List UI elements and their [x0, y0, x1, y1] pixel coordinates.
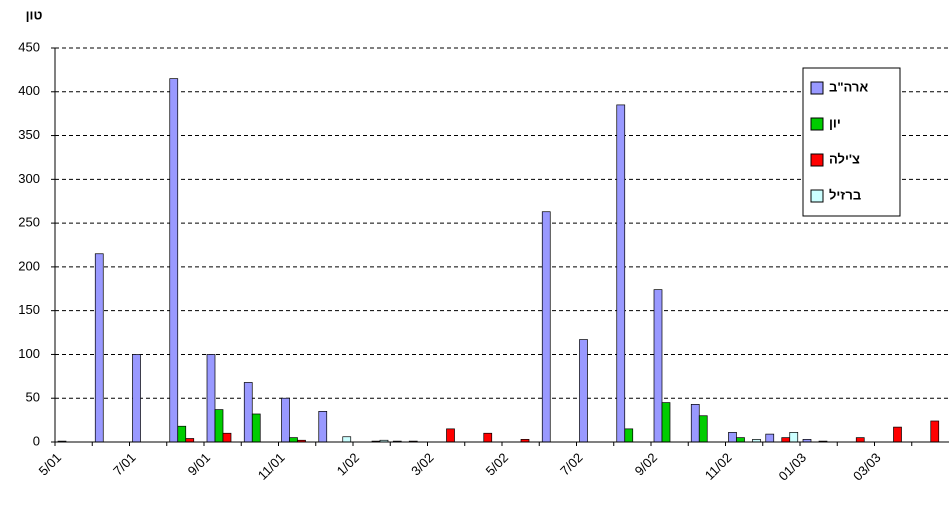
bar: [616, 104, 626, 443]
y-tick-label: 250: [18, 215, 40, 230]
legend-swatch: [810, 117, 824, 131]
legend-swatch: [810, 81, 824, 95]
y-tick-label: 200: [18, 258, 40, 273]
x-tick-label: 3/02: [408, 450, 437, 479]
bar: [541, 211, 551, 443]
bar: [251, 413, 261, 443]
bar: [169, 78, 179, 443]
legend-label: ארה"ב: [829, 79, 868, 94]
bar: [132, 354, 141, 443]
x-tick-label: 5/02: [483, 450, 512, 479]
bar: [855, 437, 865, 443]
bar: [483, 432, 493, 443]
bar: [930, 420, 940, 443]
bar: [728, 432, 737, 443]
legend-label: יון: [829, 115, 841, 130]
bar: [653, 289, 663, 443]
y-tick-label: 150: [18, 302, 40, 317]
bar: [214, 409, 224, 443]
bar: [289, 437, 298, 443]
y-tick-label: 300: [18, 171, 40, 186]
bar: [446, 428, 455, 443]
bar: [661, 402, 671, 443]
bar: [177, 425, 187, 443]
y-tick-label: 450: [18, 39, 40, 54]
bar: [698, 415, 708, 443]
legend-label: צ'ילה: [829, 151, 860, 166]
x-tick-label: 11/01: [255, 450, 288, 483]
bar: [281, 397, 290, 443]
y-tick-label: 350: [18, 127, 40, 142]
bar: [893, 426, 902, 443]
bar: [789, 432, 799, 443]
y-tick-label: 400: [18, 83, 40, 98]
y-tick-label: 0: [33, 433, 40, 448]
legend-swatch: [810, 189, 824, 203]
bar: [736, 437, 745, 443]
bar: [206, 354, 216, 443]
x-tick-label: 9/02: [632, 450, 661, 479]
x-tick-label: 11/02: [702, 450, 735, 483]
y-tick-label: 100: [18, 346, 40, 361]
y-axis-label: טון: [26, 7, 43, 22]
x-tick-label: 1/02: [334, 450, 363, 479]
bar: [243, 382, 253, 443]
bar: [579, 339, 588, 443]
x-tick-label: 7/01: [110, 450, 139, 479]
bar: [185, 438, 195, 443]
x-tick-label: 7/02: [557, 450, 586, 479]
legend-swatch: [810, 153, 824, 167]
x-tick-label: 03/03: [850, 450, 884, 484]
bar: [222, 432, 232, 443]
bar: [624, 428, 634, 443]
bar: [94, 253, 104, 443]
bar: [342, 436, 352, 443]
legend-label: ברזיל: [829, 187, 861, 202]
x-tick-label: 5/01: [36, 450, 65, 479]
bar: [690, 404, 700, 443]
bar: [318, 411, 328, 443]
x-tick-label: 01/03: [776, 450, 810, 484]
bar: [765, 433, 775, 443]
bar: [781, 437, 791, 443]
x-tick-label: 9/01: [185, 450, 214, 479]
y-tick-label: 50: [26, 390, 40, 405]
